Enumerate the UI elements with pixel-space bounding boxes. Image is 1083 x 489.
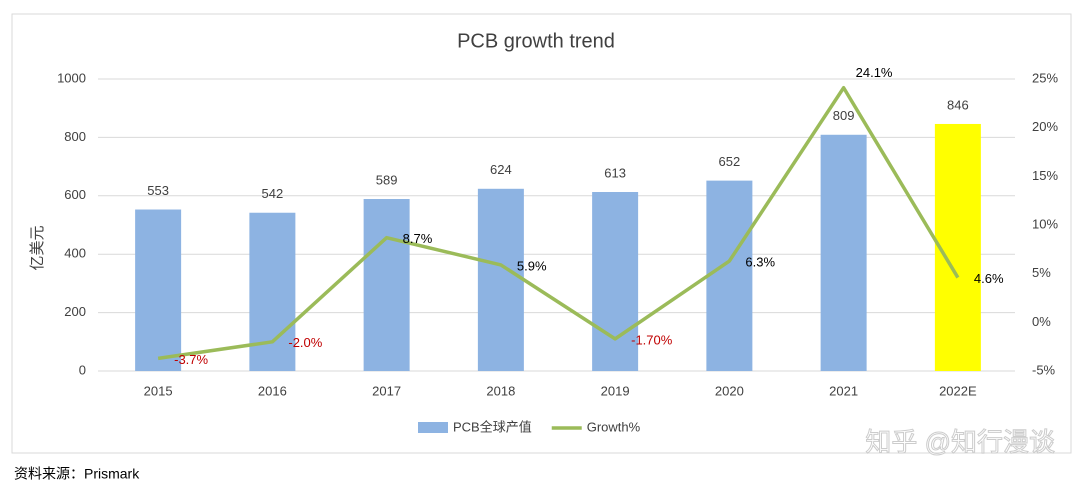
y-tick-label: 0 xyxy=(79,362,86,377)
y-axis-label: 亿美元 xyxy=(29,225,46,270)
legend-swatch xyxy=(418,422,448,433)
line-value-label: 24.1% xyxy=(856,65,893,80)
y-tick-label: 400 xyxy=(64,246,86,261)
source-note: 资料来源：Prismark xyxy=(14,466,140,482)
bar-value-label: 624 xyxy=(490,162,512,177)
bar-value-label: 652 xyxy=(719,154,741,169)
x-tick-label: 2015 xyxy=(144,383,173,398)
bar xyxy=(363,199,410,371)
bar xyxy=(934,123,981,371)
growth-line xyxy=(157,86,960,361)
line-value-label: 8.7% xyxy=(403,231,433,246)
bar xyxy=(592,192,639,371)
legend-label: PCB全球产值 xyxy=(453,419,532,434)
y-tick-label: 600 xyxy=(64,187,86,202)
y-tick-label: 800 xyxy=(64,129,86,144)
bar-value-label: 542 xyxy=(262,186,284,201)
line-value-label: -3.7% xyxy=(174,352,208,367)
y2-tick-label: 15% xyxy=(1032,168,1058,183)
bar-value-label: 809 xyxy=(833,108,855,123)
y-tick-label: 1000 xyxy=(57,70,86,85)
legend-label: Growth% xyxy=(587,419,641,434)
line-value-label: -2.0% xyxy=(288,335,322,350)
chart-title: PCB growth trend xyxy=(457,30,615,52)
y2-tick-label: 5% xyxy=(1032,265,1051,280)
bar xyxy=(477,188,524,371)
line-value-label: -1.70% xyxy=(631,332,673,347)
y2-tick-label: 10% xyxy=(1032,216,1058,231)
y-tick-label: 200 xyxy=(64,304,86,319)
x-tick-label: 2021 xyxy=(829,383,858,398)
x-tick-label: 2016 xyxy=(258,383,287,398)
y2-tick-label: 20% xyxy=(1032,119,1058,134)
x-tick-label: 2022E xyxy=(939,383,977,398)
x-tick-label: 2020 xyxy=(715,383,744,398)
bar-value-label: 846 xyxy=(947,97,969,112)
line-value-label: 4.6% xyxy=(974,271,1004,286)
watermark: 知乎 @知行漫谈 xyxy=(865,427,1055,457)
bar-value-label: 589 xyxy=(376,172,398,187)
x-tick-label: 2018 xyxy=(486,383,515,398)
chart-frame xyxy=(11,13,1072,454)
bar xyxy=(135,209,182,371)
bar xyxy=(820,134,867,371)
y2-tick-label: 0% xyxy=(1032,314,1051,329)
x-tick-label: 2019 xyxy=(601,383,630,398)
x-tick-label: 2017 xyxy=(372,383,401,398)
line-value-label: 5.9% xyxy=(517,258,547,273)
bar-value-label: 613 xyxy=(604,165,626,180)
bar-value-label: 553 xyxy=(147,183,169,198)
line-value-label: 6.3% xyxy=(745,254,775,269)
y2-tick-label: 25% xyxy=(1032,70,1058,85)
y2-tick-label: -5% xyxy=(1032,362,1056,377)
bar xyxy=(706,180,753,371)
